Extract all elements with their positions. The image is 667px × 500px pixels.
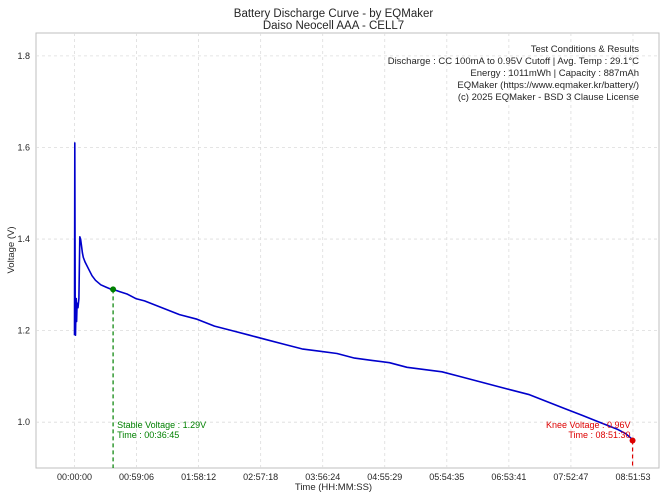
x-tick-label: 01:58:12 xyxy=(181,472,216,482)
x-tick-label: 00:00:00 xyxy=(57,472,92,482)
stable-voltage-label: Stable Voltage : 1.29V xyxy=(117,420,206,430)
y-tick-label: 1.6 xyxy=(17,142,30,152)
stable-time-label: Time : 00:36:45 xyxy=(117,430,179,440)
grid-layer xyxy=(36,33,659,468)
knee-time-label: Time : 08:51:30 xyxy=(568,430,630,440)
tick-layer: 00:00:00 00:59:06 01:58:12 02:57:18 03:56:24… xyxy=(17,51,650,482)
info-line-discharge: Discharge : CC 100mA to 0.95V Cutoff | A… xyxy=(388,56,639,67)
info-line-website: EQMaker (https://www.eqmaker.kr/battery/… xyxy=(457,80,639,91)
plot-area xyxy=(35,32,660,469)
series-layer xyxy=(73,142,634,442)
y-tick-label: 1.4 xyxy=(17,234,30,244)
stable-voltage-marker xyxy=(110,286,117,293)
knee-voltage-marker xyxy=(629,437,636,444)
x-tick-label: 05:54:35 xyxy=(429,472,464,482)
x-tick-label: 04:55:29 xyxy=(367,472,402,482)
y-tick-label: 1.8 xyxy=(17,51,30,61)
x-tick-label: 06:53:41 xyxy=(491,472,526,482)
y-axis-label: Voltage (V) xyxy=(6,227,17,274)
x-tick-label: 08:51:53 xyxy=(615,472,650,482)
y-tick-label: 1.2 xyxy=(17,326,30,336)
voltage-series-line xyxy=(73,142,634,442)
info-box: Test Conditions & Results Discharge : CC… xyxy=(388,44,640,103)
x-axis-label: Time (HH:MM:SS) xyxy=(295,482,372,493)
chart-subtitle: Daiso Neocell AAA - CELL7 xyxy=(263,20,404,32)
knee-voltage-label: Knee Voltage : 0.96V xyxy=(546,420,631,430)
chart-title: Battery Discharge Curve - by EQMaker xyxy=(234,8,434,20)
info-line-license: (c) 2025 EQMaker - BSD 3 Clause License xyxy=(458,92,639,103)
info-line-heading: Test Conditions & Results xyxy=(531,44,639,55)
info-line-energy: Energy : 1011mWh | Capacity : 887mAh xyxy=(470,68,639,79)
x-tick-label: 03:56:24 xyxy=(305,472,340,482)
y-tick-label: 1.0 xyxy=(17,417,30,427)
x-tick-label: 07:52:47 xyxy=(553,472,588,482)
x-tick-label: 02:57:18 xyxy=(243,472,278,482)
x-tick-label: 00:59:06 xyxy=(119,472,154,482)
